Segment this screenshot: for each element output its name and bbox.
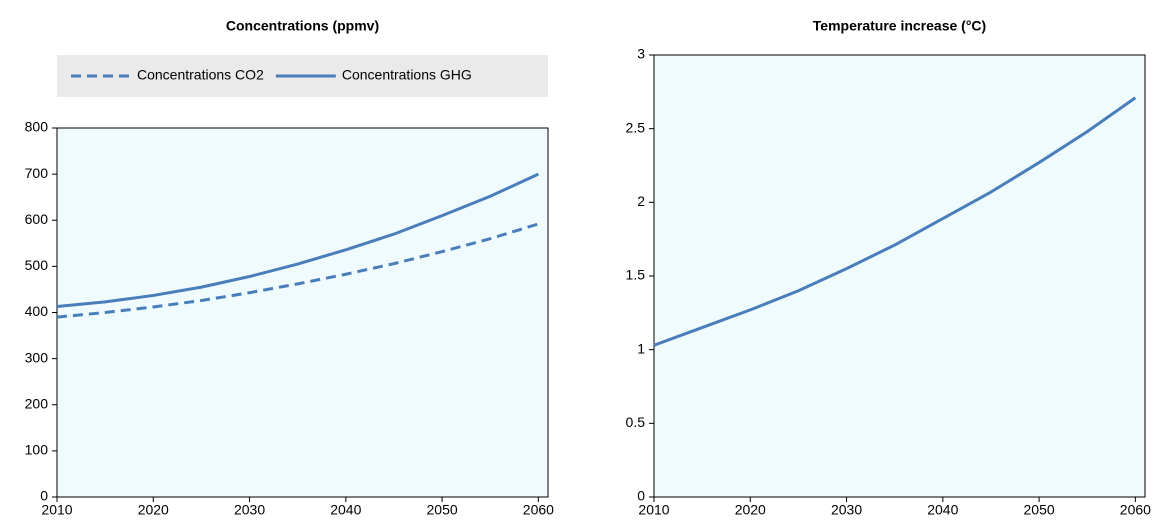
y-tick-label: 3 (637, 46, 645, 62)
y-tick-label: 0 (637, 488, 645, 504)
legend-label: Concentrations CO2 (137, 67, 264, 83)
chart: Concentrations (ppmv) 0 100 200 300 400 500 600… (25, 18, 555, 518)
x-tick-label: 2020 (138, 502, 169, 518)
chart: Temperature increase (°C) 0 0.5 1 1.5 2 2.5 3 20… (626, 18, 1152, 518)
x-tick-label: 2030 (831, 502, 862, 518)
line (56, 172, 539, 308)
plot-area (57, 128, 548, 497)
y-tick-label: 800 (25, 119, 49, 135)
y-tick-label: 500 (25, 257, 49, 273)
x-tick-label: 2020 (735, 502, 766, 518)
x-tick-label: 2040 (330, 502, 361, 518)
x-tick-label: 2010 (638, 502, 669, 518)
line (56, 222, 539, 319)
x-tick-label: 2040 (927, 502, 958, 518)
y-tick-label: 1.5 (626, 267, 646, 283)
x-tick-label: 2050 (1024, 502, 1055, 518)
y-tick-label: 0.5 (626, 414, 646, 430)
y-tick-label: 2 (637, 193, 645, 209)
y-tick-label: 700 (25, 165, 49, 181)
legend-label: Concentrations GHG (342, 67, 472, 83)
y-tick-label: 100 (25, 442, 49, 458)
y-tick-label: 400 (25, 303, 49, 319)
line (653, 96, 1137, 347)
y-tick-label: 1 (637, 340, 645, 356)
chart-title: Concentrations (ppmv) (226, 18, 379, 34)
x-tick-label: 2050 (427, 502, 458, 518)
x-tick-label: 2060 (1120, 502, 1151, 518)
y-tick-label: 200 (25, 395, 49, 411)
x-tick-label: 2010 (41, 502, 72, 518)
plot-frame (56, 127, 549, 498)
y-tick-label: 600 (25, 211, 49, 227)
legend: Concentrations CO2 Concentrations GHG (57, 55, 548, 97)
y-tick-label: 0 (40, 488, 48, 504)
y-tick-label: 300 (25, 349, 49, 365)
x-tick-label: 2060 (523, 502, 554, 518)
plot-frame (653, 54, 1146, 498)
chart-title: Temperature increase (°C) (813, 18, 986, 34)
y-tick-label: 2.5 (626, 119, 646, 135)
plot-area (654, 55, 1145, 497)
x-tick-label: 2030 (234, 502, 265, 518)
